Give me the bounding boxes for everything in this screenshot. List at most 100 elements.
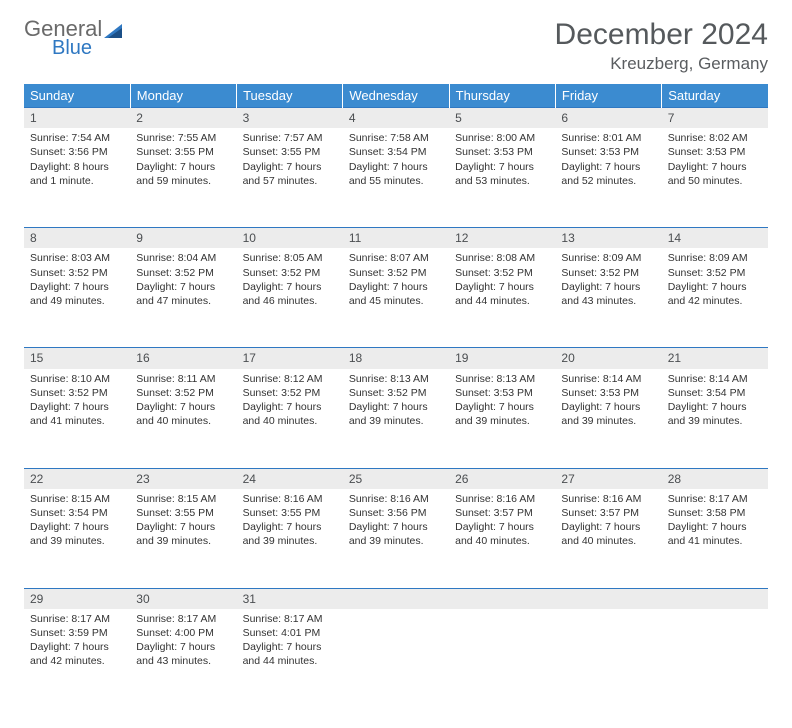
sunset-line: Sunset: 3:56 PM	[349, 506, 443, 520]
daylight-line: Daylight: 7 hours	[668, 160, 762, 174]
sunset-line: Sunset: 3:54 PM	[668, 386, 762, 400]
day-content-cell: Sunrise: 8:00 AMSunset: 3:53 PMDaylight:…	[449, 128, 555, 228]
day-content-cell	[343, 609, 449, 708]
day-number-cell: 17	[237, 348, 343, 369]
day-number-cell: 15	[24, 348, 130, 369]
sunrise-line: Sunrise: 8:05 AM	[243, 251, 337, 265]
sunrise-line: Sunrise: 8:07 AM	[349, 251, 443, 265]
day-number-cell: 7	[662, 108, 768, 129]
day-number-cell	[343, 588, 449, 609]
sunrise-line: Sunrise: 8:17 AM	[668, 492, 762, 506]
sunrise-line: Sunrise: 8:14 AM	[668, 372, 762, 386]
sunrise-line: Sunrise: 8:16 AM	[455, 492, 549, 506]
day-header: Sunday	[24, 84, 130, 108]
sunset-line: Sunset: 3:52 PM	[243, 386, 337, 400]
sunrise-line: Sunrise: 8:03 AM	[30, 251, 124, 265]
day-header: Saturday	[662, 84, 768, 108]
content-row: Sunrise: 7:54 AMSunset: 3:56 PM Daylight:…	[24, 128, 768, 228]
day-number-cell: 9	[130, 228, 236, 249]
day-content-cell: Sunrise: 8:05 AMSunset: 3:52 PMDaylight:…	[237, 248, 343, 348]
daylight-line: Daylight: 7 hours	[455, 280, 549, 294]
daylight-line: Daylight: 7 hours	[349, 520, 443, 534]
day-number-cell: 22	[24, 468, 130, 489]
day-content-cell	[449, 609, 555, 708]
daylight-line: Daylight: 7 hours	[136, 280, 230, 294]
day-number-cell: 11	[343, 228, 449, 249]
sunset-line: Sunset: 3:56 PM	[30, 145, 124, 159]
day-content-cell: Sunrise: 8:13 AMSunset: 3:53 PMDaylight:…	[449, 369, 555, 469]
daylight-line: and 57 minutes.	[243, 174, 337, 188]
sunset-line: Sunset: 3:53 PM	[455, 145, 549, 159]
day-content-cell: Sunrise: 8:10 AMSunset: 3:52 PMDaylight:…	[24, 369, 130, 469]
sunset-line: Sunset: 3:53 PM	[561, 145, 655, 159]
sunrise-line: Sunrise: 8:17 AM	[243, 612, 337, 626]
daylight-line: and 41 minutes.	[30, 414, 124, 428]
logo-line2: Blue	[52, 38, 102, 58]
day-number-cell: 29	[24, 588, 130, 609]
day-number-cell: 12	[449, 228, 555, 249]
sunrise-line: Sunrise: 8:04 AM	[136, 251, 230, 265]
daylight-line: Daylight: 7 hours	[30, 280, 124, 294]
daylight-line: and 43 minutes.	[561, 294, 655, 308]
daylight-line: Daylight: 7 hours	[668, 280, 762, 294]
daylight-line: Daylight: 7 hours	[243, 640, 337, 654]
daylight-line: and 45 minutes.	[349, 294, 443, 308]
day-number-cell: 4	[343, 108, 449, 129]
sunset-line: Sunset: 3:54 PM	[349, 145, 443, 159]
daylight-line: and 39 minutes.	[455, 414, 549, 428]
daylight-line: and 39 minutes.	[243, 534, 337, 548]
daylight-line: and 49 minutes.	[30, 294, 124, 308]
sunrise-line: Sunrise: 7:54 AM	[30, 131, 124, 145]
day-content-cell: Sunrise: 8:07 AMSunset: 3:52 PMDaylight:…	[343, 248, 449, 348]
sunset-line: Sunset: 3:52 PM	[243, 266, 337, 280]
day-content-cell: Sunrise: 8:01 AMSunset: 3:53 PMDaylight:…	[555, 128, 661, 228]
daylight-line: and 39 minutes.	[30, 534, 124, 548]
content-row: Sunrise: 8:03 AMSunset: 3:52 PMDaylight:…	[24, 248, 768, 348]
day-number-cell	[662, 588, 768, 609]
sunrise-line: Sunrise: 8:16 AM	[561, 492, 655, 506]
logo-triangle-icon	[104, 20, 126, 45]
day-content-cell: Sunrise: 8:04 AMSunset: 3:52 PMDaylight:…	[130, 248, 236, 348]
daylight-line: Daylight: 7 hours	[30, 640, 124, 654]
sunrise-line: Sunrise: 7:58 AM	[349, 131, 443, 145]
daylight-line: and 52 minutes.	[561, 174, 655, 188]
day-content-cell: Sunrise: 8:03 AMSunset: 3:52 PMDaylight:…	[24, 248, 130, 348]
day-number-cell: 16	[130, 348, 236, 369]
day-number-cell: 28	[662, 468, 768, 489]
day-content-cell: Sunrise: 8:16 AMSunset: 3:55 PMDaylight:…	[237, 489, 343, 589]
day-number-cell: 13	[555, 228, 661, 249]
sunset-line: Sunset: 3:52 PM	[561, 266, 655, 280]
daylight-line: Daylight: 7 hours	[243, 280, 337, 294]
header: General Blue December 2024 Kreuzberg, Ge…	[24, 18, 768, 74]
day-content-cell	[555, 609, 661, 708]
daylight-line: Daylight: 7 hours	[30, 520, 124, 534]
sunset-line: Sunset: 3:52 PM	[30, 386, 124, 400]
content-row: Sunrise: 8:10 AMSunset: 3:52 PMDaylight:…	[24, 369, 768, 469]
sunrise-line: Sunrise: 8:09 AM	[561, 251, 655, 265]
sunset-line: Sunset: 3:59 PM	[30, 626, 124, 640]
daylight-line: Daylight: 7 hours	[668, 400, 762, 414]
content-row: Sunrise: 8:15 AMSunset: 3:54 PMDaylight:…	[24, 489, 768, 589]
daylight-line: and 42 minutes.	[30, 654, 124, 668]
daylight-line: Daylight: 7 hours	[455, 160, 549, 174]
day-content-cell: Sunrise: 8:15 AMSunset: 3:55 PMDaylight:…	[130, 489, 236, 589]
daylight-line: Daylight: 7 hours	[561, 160, 655, 174]
day-number-cell: 18	[343, 348, 449, 369]
sunset-line: Sunset: 3:57 PM	[455, 506, 549, 520]
sunrise-line: Sunrise: 8:00 AM	[455, 131, 549, 145]
day-content-cell: Sunrise: 8:08 AMSunset: 3:52 PMDaylight:…	[449, 248, 555, 348]
day-number-cell: 3	[237, 108, 343, 129]
day-content-cell: Sunrise: 8:17 AMSunset: 3:59 PMDaylight:…	[24, 609, 130, 708]
day-content-cell: Sunrise: 7:57 AMSunset: 3:55 PMDaylight:…	[237, 128, 343, 228]
day-number-cell	[449, 588, 555, 609]
sunrise-line: Sunrise: 8:16 AM	[349, 492, 443, 506]
day-content-cell: Sunrise: 8:16 AMSunset: 3:56 PMDaylight:…	[343, 489, 449, 589]
day-header: Tuesday	[237, 84, 343, 108]
sunrise-line: Sunrise: 8:08 AM	[455, 251, 549, 265]
day-content-cell: Sunrise: 8:17 AMSunset: 4:01 PMDaylight:…	[237, 609, 343, 708]
daylight-line: and 39 minutes.	[349, 534, 443, 548]
daylight-line: Daylight: 7 hours	[349, 400, 443, 414]
daylight-line: Daylight: 7 hours	[455, 400, 549, 414]
daylight-line: and 46 minutes.	[243, 294, 337, 308]
daylight-line: and 40 minutes.	[455, 534, 549, 548]
